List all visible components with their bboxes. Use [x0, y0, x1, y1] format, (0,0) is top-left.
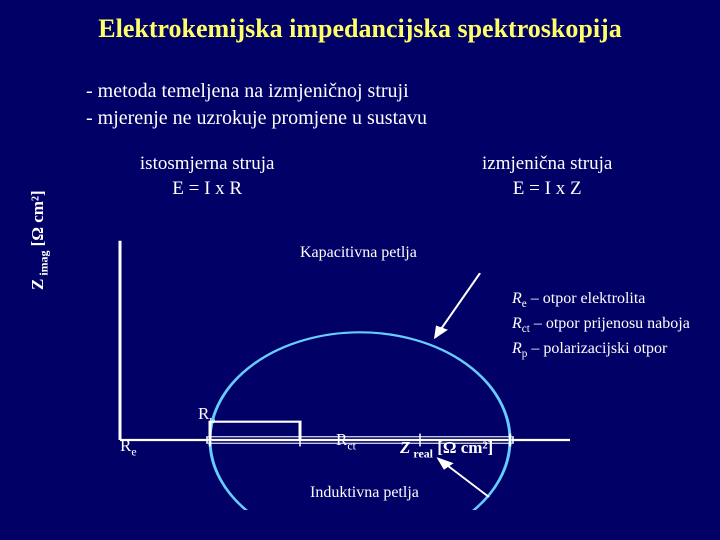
- column-dc: istosmjerna struja E = I x R: [0, 152, 374, 201]
- ac-line2: E = I x Z: [374, 177, 720, 202]
- bullet-list: - metoda temeljena na izmjeničnoj struji…: [86, 78, 427, 132]
- column-ac: izmjenična struja E = I x Z: [374, 152, 720, 201]
- bullet-1: - metoda temeljena na izmjeničnoj struji: [86, 78, 427, 105]
- nyquist-diagram: [60, 230, 660, 510]
- bullet-2: - mjerenje ne uzrokuje promjene u sustav…: [86, 105, 427, 132]
- y-axis-label: Z imag [Ω cm²]: [28, 190, 51, 290]
- dc-line2: E = I x R: [40, 177, 374, 202]
- page-title: Elektrokemijska impedancijska spektrosko…: [0, 14, 720, 44]
- arrow-inductive: [438, 458, 489, 497]
- columns: istosmjerna struja E = I x R izmjenična …: [0, 152, 720, 201]
- ac-line1: izmjenična struja: [374, 152, 720, 177]
- arrow-capacitive: [435, 273, 480, 338]
- dc-line1: istosmjerna struja: [40, 152, 374, 177]
